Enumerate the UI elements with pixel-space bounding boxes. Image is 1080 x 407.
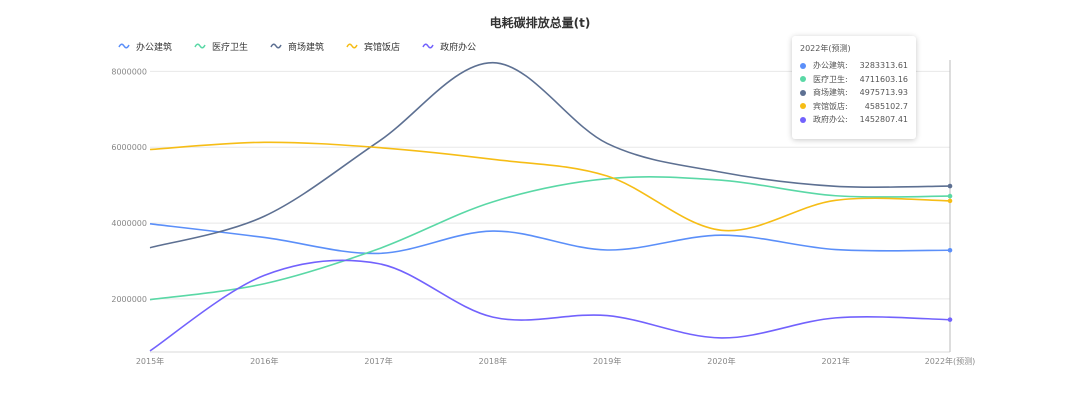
tooltip-value: 4975713.93 bbox=[859, 88, 908, 98]
legend: 办公建筑 医疗卫生 商场建筑 宾馆饭店 政府办公 bbox=[118, 39, 498, 53]
legend-item-hotel[interactable]: 宾馆饭店 bbox=[346, 40, 400, 53]
series-line-2 bbox=[149, 61, 951, 249]
tooltip-label: 办公建筑: bbox=[813, 61, 848, 71]
legend-swatch-icon bbox=[118, 43, 130, 49]
x-tick-label: 2016年 bbox=[250, 356, 278, 366]
tooltip-label: 宾馆饭店: bbox=[813, 101, 848, 111]
tooltip-row: 商场建筑: 4975713.93 bbox=[800, 86, 908, 100]
x-tick-label: 2020年 bbox=[707, 356, 735, 366]
tooltip-marker bbox=[800, 103, 806, 110]
legend-item-government[interactable]: 政府办公 bbox=[422, 40, 476, 53]
series-line-3 bbox=[149, 141, 951, 232]
tooltip-label: 政府办公: bbox=[813, 115, 848, 125]
tooltip-row: 政府办公: 1452807.41 bbox=[800, 113, 908, 127]
tooltip-marker bbox=[800, 76, 806, 83]
tooltip-marker bbox=[800, 89, 806, 96]
y-tick-label: 8000000 bbox=[111, 67, 147, 76]
x-tick-label: 2017年 bbox=[364, 356, 392, 366]
tooltip-value: 4711603.16 bbox=[859, 74, 908, 84]
tooltip-value: 4585102.7 bbox=[864, 101, 908, 111]
tooltip-value: 3283313.61 bbox=[859, 61, 908, 71]
series-point-4 bbox=[947, 317, 953, 322]
tooltip-marker bbox=[800, 116, 806, 123]
legend-swatch-icon bbox=[194, 43, 206, 49]
tooltip-label: 医疗卫生: bbox=[813, 74, 848, 84]
legend-label: 办公建筑 bbox=[136, 42, 173, 53]
series-line-1 bbox=[149, 176, 951, 301]
legend-item-mall[interactable]: 商场建筑 bbox=[270, 40, 324, 53]
tooltip: 2022年(预测) 办公建筑: 3283313.61 医疗卫生: 4711603… bbox=[792, 36, 916, 139]
y-tick-label: 6000000 bbox=[111, 143, 147, 152]
series-point-2 bbox=[947, 183, 953, 189]
legend-swatch-icon bbox=[270, 43, 282, 49]
legend-label: 宾馆饭店 bbox=[364, 42, 401, 53]
series-line-0 bbox=[149, 223, 951, 255]
x-tick-label: 2021年 bbox=[822, 356, 850, 366]
x-tick-label: 2015年 bbox=[136, 356, 164, 366]
x-tick-label: 2019年 bbox=[593, 356, 621, 366]
legend-item-office[interactable]: 办公建筑 bbox=[118, 40, 172, 53]
tooltip-value: 1452807.41 bbox=[859, 115, 908, 125]
series-point-1 bbox=[947, 193, 953, 199]
legend-label: 政府办公 bbox=[440, 42, 477, 53]
legend-label: 医疗卫生 bbox=[212, 42, 249, 53]
legend-item-medical[interactable]: 医疗卫生 bbox=[194, 40, 248, 53]
tooltip-row: 办公建筑: 3283313.61 bbox=[800, 59, 908, 73]
series-point-0 bbox=[947, 247, 953, 253]
tooltip-row: 医疗卫生: 4711603.16 bbox=[800, 73, 908, 87]
series-point-3 bbox=[947, 198, 953, 204]
series-line-4 bbox=[149, 259, 951, 352]
y-tick-label: 2000000 bbox=[111, 295, 147, 304]
tooltip-header: 2022年(预测) bbox=[800, 44, 851, 53]
chart-title: 电耗碳排放总量(t) bbox=[489, 16, 591, 30]
tooltip-label: 商场建筑: bbox=[813, 88, 848, 98]
legend-label: 商场建筑 bbox=[288, 42, 325, 53]
x-tick-label: 2018年 bbox=[479, 356, 507, 366]
tooltip-marker bbox=[800, 62, 806, 69]
legend-swatch-icon bbox=[346, 43, 358, 49]
x-tick-label: 2022年(预测) bbox=[925, 356, 976, 366]
tooltip-row: 宾馆饭店: 4585102.7 bbox=[800, 100, 908, 114]
legend-swatch-icon bbox=[422, 43, 434, 49]
y-tick-label: 4000000 bbox=[111, 219, 147, 228]
